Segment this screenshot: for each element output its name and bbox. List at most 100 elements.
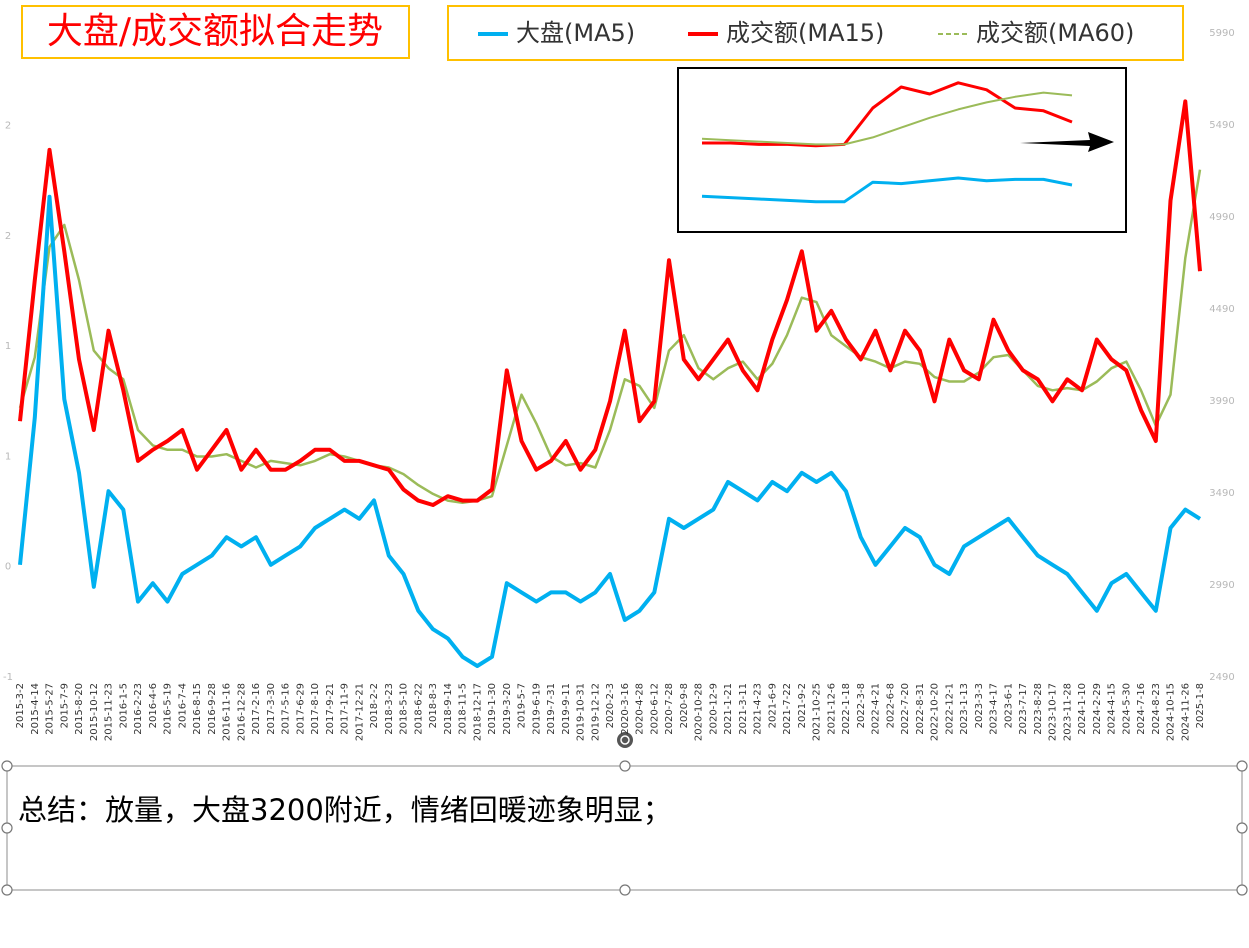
series-line: [18, 194, 1202, 668]
legend-box: [447, 5, 1184, 61]
selection-handles: [1, 760, 1248, 896]
x-tick-label: 2021-3-11: [738, 683, 749, 735]
x-tick-label: 2017-11-9: [340, 683, 351, 735]
x-tick-label: 2018-3-23: [384, 683, 395, 735]
x-tick-label: 2020-2-3: [605, 683, 616, 728]
x-tick-label: 2021-4-23: [753, 683, 764, 735]
legend-label: 成交额(MA15): [726, 19, 884, 47]
series-line: [701, 176, 1073, 204]
x-tick-label: 2015-3-2: [15, 683, 26, 728]
x-tick-label: 2025-1-8: [1195, 683, 1206, 728]
x-tick-label: 2019-1-30: [487, 683, 498, 735]
x-tick-label: 2015-7-9: [59, 683, 70, 728]
x-tick-label: 2019-9-11: [561, 683, 572, 735]
x-tick-label: 2018-6-22: [413, 683, 424, 735]
x-tick-label: 2024-4-15: [1107, 683, 1118, 735]
x-tick-label: 2021-10-25: [812, 683, 823, 741]
x-tick-label: 2017-3-30: [266, 683, 277, 735]
series-line: [702, 81, 1073, 148]
x-tick-label: 2018-11-5: [458, 683, 469, 735]
inset-chart: [701, 81, 1073, 204]
x-tick-label: 2018-2-2: [369, 683, 380, 728]
y-tick-label: 2: [5, 121, 11, 132]
x-tick-label: 2017-5-16: [281, 683, 292, 735]
x-tick-label: 2023-3-3: [974, 683, 985, 728]
x-tick-label: 2017-9-21: [325, 683, 336, 735]
x-tick-label: 2019-12-12: [590, 683, 601, 741]
x-tick-label: 2022-6-8: [885, 683, 896, 728]
x-tick-label: 2022-3-8: [856, 683, 867, 728]
x-tick-label: 2024-11-26: [1180, 683, 1191, 741]
x-tick-label: 2024-2-29: [1092, 683, 1103, 735]
x-tick-label: 2016-4-6: [148, 683, 159, 728]
x-tick-label: 2024-1-10: [1077, 683, 1088, 735]
x-tick-label: 2015-4-14: [30, 683, 41, 735]
y2-tick-label: 3990: [1209, 396, 1234, 407]
x-tick-label: 2019-5-7: [517, 683, 528, 728]
x-tick-label: 2018-9-14: [443, 683, 454, 735]
x-tick-label: 2018-5-10: [399, 683, 410, 735]
x-tick-label: 2019-3-20: [502, 683, 513, 735]
summary-text: 总结：放量，大盘3200附近，情绪回暖迹象明显；: [18, 793, 672, 827]
rotate-handle[interactable]: [617, 732, 633, 748]
x-tick-label: 2024-8-23: [1151, 683, 1162, 735]
x-tick-label: 2021-7-22: [782, 683, 793, 735]
x-tick-label: 2023-6-1: [1003, 683, 1014, 728]
x-tick-label: 2020-4-28: [635, 683, 646, 735]
inset-frame: [677, 67, 1127, 233]
x-tick-label: 2016-8-15: [192, 683, 203, 735]
x-tick-label: 2023-11-28: [1062, 683, 1073, 741]
y-tick-label: -1: [3, 672, 13, 683]
x-tick-label: 2020-12-9: [708, 683, 719, 735]
y-tick-label: 1: [5, 341, 11, 352]
x-tick-label: 2016-5-19: [163, 683, 174, 735]
x-tick-label: 2015-8-20: [74, 683, 85, 735]
y-tick-label: 2: [5, 231, 11, 242]
x-tick-label: 2019-6-19: [531, 683, 542, 735]
rotate-icon: [620, 735, 630, 745]
x-tick-label: 2022-8-31: [915, 683, 926, 735]
x-tick-label: 2020-3-16: [620, 683, 631, 735]
x-tick-label: 2017-2-16: [251, 683, 262, 735]
x-tick-label: 2021-9-2: [797, 683, 808, 728]
arrow: [1020, 132, 1114, 152]
x-tick-label: 2023-1-13: [959, 683, 970, 735]
x-tick-label: 2023-4-17: [989, 683, 1000, 735]
series-line: [18, 99, 1202, 507]
x-tick-label: 2021-12-6: [826, 683, 837, 735]
x-tick-label: 2017-6-29: [295, 683, 306, 735]
title-box: [21, 5, 410, 59]
y2-tick-label: 4490: [1209, 304, 1234, 315]
x-tick-label: 2022-1-18: [841, 683, 852, 735]
y2-tick-label: 5490: [1209, 120, 1234, 131]
x-tick-label: 2023-8-28: [1033, 683, 1044, 735]
x-tick-label: 2016-2-23: [133, 683, 144, 735]
legend-label: 大盘(MA5): [516, 19, 635, 47]
y-tick-label: 0: [5, 562, 11, 573]
y2-tick-label: 2990: [1209, 580, 1234, 591]
x-tick-label: 2015-10-12: [89, 683, 100, 741]
x-tick-label: 2015-11-23: [104, 683, 115, 741]
x-tick-label: 2019-7-31: [546, 683, 557, 735]
y2-tick-label: 2490: [1209, 672, 1234, 683]
x-tick-label: 2020-7-28: [664, 683, 675, 735]
x-tick-label: 2017-12-21: [354, 683, 365, 741]
x-tick-label: 2018-8-3: [428, 683, 439, 728]
series-line: [701, 91, 1073, 146]
x-tick-label: 2016-7-4: [177, 683, 188, 728]
x-tick-label: 2020-10-28: [694, 683, 705, 741]
x-tick-label: 2022-7-20: [900, 683, 911, 735]
x-tick-label: 2022-4-21: [871, 683, 882, 735]
x-tick-label: 2024-5-30: [1121, 683, 1132, 735]
x-tick-label: 2019-10-31: [576, 683, 587, 741]
x-tick-label: 2020-6-12: [649, 683, 660, 735]
y2-tick-label: 4990: [1209, 212, 1234, 223]
series-line: [18, 169, 1202, 505]
x-tick-label: 2023-7-17: [1018, 683, 1029, 735]
x-tick-label: 2016-12-28: [236, 683, 247, 741]
x-tick-label: 2024-7-16: [1136, 683, 1147, 735]
x-tick-label: 2021-6-9: [767, 683, 778, 728]
x-tick-label: 2022-12-1: [944, 683, 955, 735]
